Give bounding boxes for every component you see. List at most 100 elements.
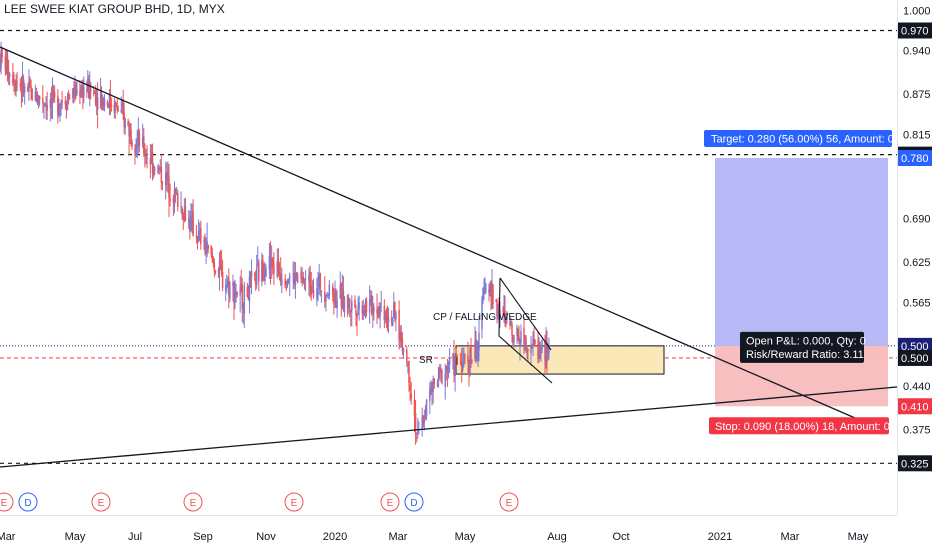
candles-layer [0, 41, 550, 445]
candle-body-316 [470, 347, 472, 362]
candle-body-118 [172, 198, 175, 204]
candle-body-346 [512, 334, 514, 344]
candle-body-37 [53, 91, 56, 98]
candle-body-48 [72, 88, 74, 98]
candle-body-258 [383, 305, 386, 321]
candle-body-28 [42, 97, 44, 104]
candle-body-249 [369, 295, 372, 301]
candle-body-353 [523, 327, 525, 345]
candle-body-354 [524, 340, 526, 347]
x-tick-label-9: Oct [612, 531, 629, 543]
candle-body-187 [273, 265, 275, 274]
candle-body-345 [511, 324, 513, 336]
candle-body-87 [124, 118, 126, 129]
candle-body-339 [503, 308, 505, 310]
candle-body-110 [159, 167, 161, 170]
candle-body-240 [356, 313, 358, 318]
candle-body-285 [423, 416, 426, 423]
candle-body-57 [83, 86, 85, 97]
candle-body-196 [287, 278, 290, 283]
candle-body-104 [150, 155, 153, 164]
pnl-label-bg [740, 331, 864, 363]
candle-body-108 [157, 166, 159, 174]
candle-body-168 [246, 287, 249, 298]
candle-body-199 [293, 272, 296, 284]
candle-body-189 [277, 259, 280, 275]
candle-body-86 [123, 112, 125, 127]
candle-body-261 [386, 315, 389, 321]
candle-body-71 [102, 99, 105, 106]
candle-body-12 [16, 81, 18, 83]
candle-body-26 [37, 95, 40, 105]
candle-body-109 [158, 168, 160, 170]
y-tick-label-0: 1.000 [903, 5, 931, 17]
candle-body-309 [460, 361, 463, 374]
candle-body-180 [263, 272, 265, 279]
candle-body-198 [292, 273, 294, 275]
candle-body-23 [34, 91, 37, 100]
candle-body-72 [103, 98, 106, 107]
candle-body-227 [336, 299, 338, 309]
candle-body-126 [183, 209, 186, 220]
candle-body-296 [440, 370, 442, 372]
candle-body-308 [459, 363, 462, 365]
candle-body-166 [242, 311, 245, 313]
candle-body-13 [19, 82, 22, 87]
candle-body-85 [122, 100, 124, 115]
event-label-7: E [506, 498, 513, 509]
candle-body-237 [351, 301, 353, 312]
candle-body-274 [407, 363, 409, 365]
candle-body-318 [474, 342, 476, 360]
candle-body-340 [504, 309, 506, 314]
candle-body-52 [76, 90, 78, 94]
candle-body-73 [106, 101, 109, 106]
candle-body-300 [446, 367, 449, 369]
candle-body-95 [136, 139, 138, 149]
candle-body-1 [0, 50, 2, 69]
candle-body-208 [308, 274, 310, 282]
candle-body-304 [453, 356, 455, 376]
x-tick-label-3: Sep [193, 531, 213, 543]
candle-body-11 [15, 80, 17, 91]
annotation-sr: SR [419, 355, 433, 366]
candle-body-105 [151, 151, 154, 173]
candle-body-3 [4, 56, 7, 71]
candle-body-139 [204, 239, 206, 254]
candle-body-278 [413, 399, 416, 416]
candle-body-96 [137, 130, 140, 141]
candle-body-231 [342, 290, 345, 311]
candle-body-8 [12, 74, 14, 84]
candle-body-67 [96, 97, 99, 110]
wedge-lower [498, 335, 553, 384]
candle-body-327 [485, 288, 487, 290]
candle-body-124 [181, 208, 183, 216]
candle-body-182 [265, 268, 267, 277]
candle-body-74 [107, 106, 110, 108]
candle-body-347 [513, 336, 515, 343]
event-label-1: D [24, 498, 31, 509]
candle-body-56 [82, 85, 84, 97]
candle-body-106 [152, 166, 155, 176]
candle-body-213 [316, 288, 318, 300]
candle-body-90 [129, 127, 131, 135]
price-marker-bg-4 [898, 349, 932, 366]
candle-body-312 [464, 355, 466, 357]
candle-body-14 [20, 89, 23, 93]
candle-body-161 [235, 293, 237, 297]
candle-body-38 [57, 95, 59, 115]
candle-body-289 [430, 386, 432, 392]
candle-body-117 [169, 199, 171, 201]
candle-body-242 [358, 302, 360, 310]
candle-body-31 [45, 104, 47, 106]
candle-body-279 [414, 413, 417, 432]
candle-body-349 [517, 328, 519, 336]
candle-body-342 [506, 317, 508, 320]
candle-body-115 [167, 173, 169, 182]
candle-body-30 [44, 105, 46, 107]
candle-body-17 [23, 86, 26, 93]
candle-body-306 [455, 353, 457, 355]
candle-body-43 [64, 100, 67, 105]
x-tick-label-1: May [65, 531, 86, 543]
